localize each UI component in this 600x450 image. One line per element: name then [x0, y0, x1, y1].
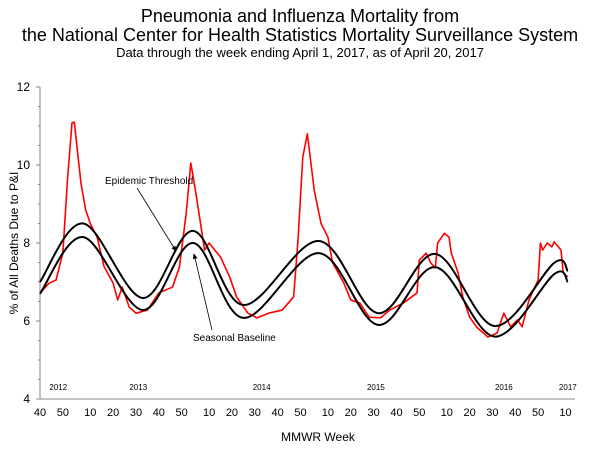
x-axis-label: MMWR Week [281, 430, 356, 444]
y-tick-label: 6 [23, 314, 30, 328]
x-tick-label: 40 [272, 407, 284, 419]
axes: 4 6 8 10 12 40 50 10 20 30 40 50 10 20 30 40 50 10 20 30 40 5… [17, 80, 578, 419]
year-label: 2014 [253, 383, 271, 392]
year-label: 2013 [129, 383, 147, 392]
x-tick-label: 10 [203, 407, 215, 419]
x-tick-label: 30 [367, 407, 379, 419]
seasonal-baseline-label: Seasonal Baseline [193, 333, 276, 344]
y-axis-label: % of All Deaths Due to P&I [7, 172, 21, 315]
x-tick-label: 40 [34, 407, 46, 419]
chart-subtitle: Data through the week ending April 1, 20… [116, 45, 484, 60]
y-tick-label: 12 [17, 80, 31, 94]
y-tick-label: 8 [23, 236, 30, 250]
epidemic-threshold-label: Epidemic Threshold [105, 176, 193, 187]
series-lines [39, 121, 569, 338]
seasonal-baseline-line [39, 236, 569, 338]
epidemic-threshold-line [39, 222, 569, 328]
x-tick-label: 20 [107, 407, 119, 419]
x-tick-label: 50 [413, 407, 425, 419]
y-tick-label: 4 [23, 392, 30, 406]
x-tick-label: 40 [509, 407, 521, 419]
x-tick-label: 20 [345, 407, 357, 419]
x-tick-label: 20 [226, 407, 238, 419]
x-tick-label: 10 [559, 407, 571, 419]
x-tick-label: 30 [130, 407, 142, 419]
chart-title: Pneumonia and Influenza Mortality from [140, 6, 460, 26]
x-tick-label: 30 [249, 407, 261, 419]
x-tick-label: 40 [153, 407, 165, 419]
x-tick-label: 20 [463, 407, 475, 419]
x-tick-label: 40 [390, 407, 402, 419]
y-tick-label: 10 [17, 158, 31, 172]
x-tick-label: 10 [322, 407, 334, 419]
annotations: Epidemic Threshold Seasonal Baseline [105, 176, 276, 344]
pi-mortality-line [39, 121, 569, 338]
x-tick-label: 50 [532, 407, 544, 419]
x-tick-label: 50 [176, 407, 188, 419]
x-tick-label: 10 [441, 407, 453, 419]
x-tick-label: 50 [57, 407, 69, 419]
chart-title-line2: the National Center for Health Statistic… [21, 25, 579, 45]
year-label: 2015 [367, 383, 385, 392]
year-label: 2017 [559, 383, 577, 392]
year-label: 2012 [49, 383, 67, 392]
epidemic-threshold-arrow [136, 187, 177, 252]
year-label: 2016 [495, 383, 513, 392]
x-tick-label: 30 [486, 407, 498, 419]
seasonal-baseline-arrow [192, 253, 213, 331]
x-tick-label: 50 [294, 407, 306, 419]
x-tick-label: 10 [84, 407, 96, 419]
